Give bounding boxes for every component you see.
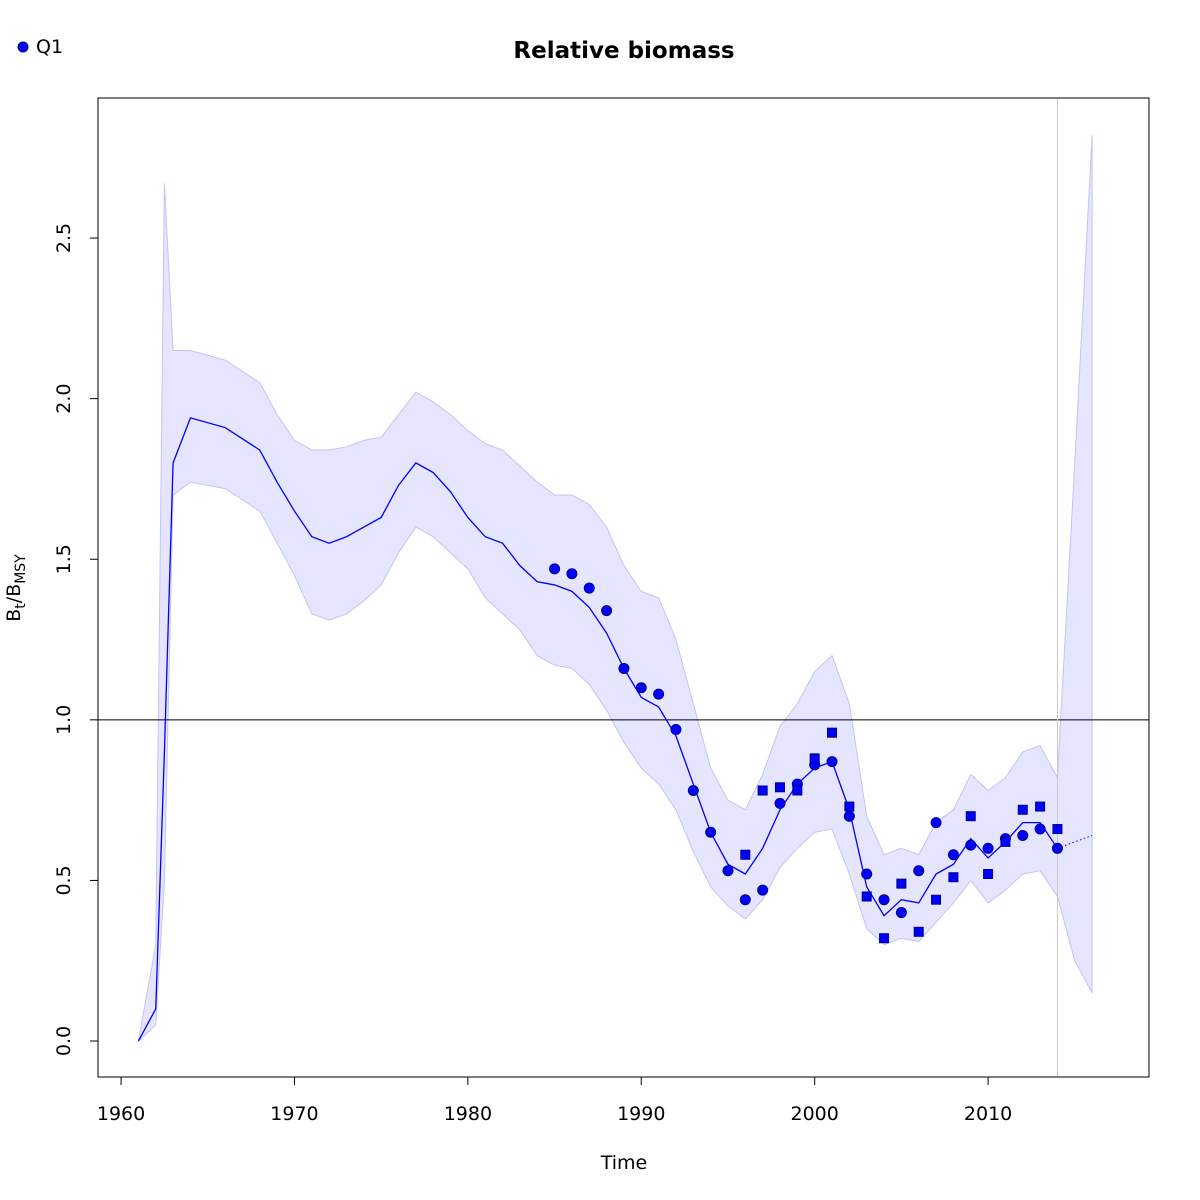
data-point — [1017, 804, 1028, 815]
x-tick-label: 2010 — [964, 1103, 1012, 1125]
data-point — [843, 810, 855, 822]
data-point — [757, 785, 768, 796]
data-point — [601, 605, 613, 617]
x-tick-label: 1960 — [97, 1103, 145, 1125]
data-point — [549, 563, 561, 575]
data-point — [947, 849, 959, 861]
legend-label: Q1 — [36, 36, 63, 58]
data-point — [896, 878, 907, 889]
data-point — [722, 865, 734, 877]
data-point — [1000, 836, 1011, 847]
data-point — [809, 753, 820, 764]
y-tick-label: 1.5 — [53, 544, 75, 574]
data-point — [705, 826, 717, 838]
data-point — [983, 869, 994, 880]
data-point — [774, 797, 786, 809]
y-axis-label-part: t — [13, 603, 29, 609]
data-point — [1035, 801, 1046, 812]
data-point — [878, 894, 890, 906]
data-point — [757, 884, 769, 896]
data-point — [635, 682, 647, 694]
data-point — [687, 784, 699, 796]
data-point — [774, 782, 785, 793]
data-point — [861, 868, 873, 880]
y-axis-label-part: MSY — [13, 554, 29, 584]
legend-marker — [17, 41, 29, 53]
data-point — [740, 849, 751, 860]
y-tick-label: 1.0 — [53, 705, 75, 735]
data-point — [930, 817, 942, 829]
confidence-band — [137, 135, 1093, 1043]
data-point — [861, 891, 872, 902]
data-point — [913, 865, 925, 877]
y-axis-label-part: B — [3, 609, 25, 622]
x-tick-label: 2000 — [790, 1103, 838, 1125]
y-tick-label: 0.5 — [53, 865, 75, 895]
x-tick-label: 1990 — [617, 1103, 665, 1125]
data-point — [895, 907, 907, 919]
data-point — [1051, 842, 1063, 854]
median-line — [137, 417, 1058, 1042]
y-axis-label-part: /B — [3, 584, 25, 603]
data-point — [618, 662, 630, 674]
data-point — [1017, 829, 1029, 841]
data-point — [670, 723, 682, 735]
x-axis-label: Time — [600, 1152, 648, 1174]
data-point — [1034, 823, 1046, 835]
data-point — [913, 926, 924, 937]
data-point — [982, 842, 994, 854]
data-point — [826, 756, 838, 768]
data-point — [827, 727, 838, 738]
data-point — [1052, 824, 1063, 835]
data-point — [792, 785, 803, 796]
data-point — [583, 582, 595, 594]
data-point — [879, 933, 890, 944]
y-tick-label: 2.5 — [53, 223, 75, 253]
data-point — [844, 801, 855, 812]
data-point — [948, 872, 959, 883]
y-tick-label: 2.0 — [53, 384, 75, 414]
y-axis-label: Bt/BMSY — [3, 554, 29, 622]
data-point — [739, 894, 751, 906]
data-point — [653, 688, 665, 700]
data-point — [965, 839, 977, 851]
y-tick-label: 0.0 — [53, 1026, 75, 1056]
data-point — [965, 811, 976, 822]
x-tick-label: 1970 — [270, 1103, 318, 1125]
chart-title: Relative biomass — [513, 38, 734, 64]
x-tick-label: 1980 — [444, 1103, 492, 1125]
data-point — [566, 568, 578, 580]
data-point — [931, 894, 942, 905]
